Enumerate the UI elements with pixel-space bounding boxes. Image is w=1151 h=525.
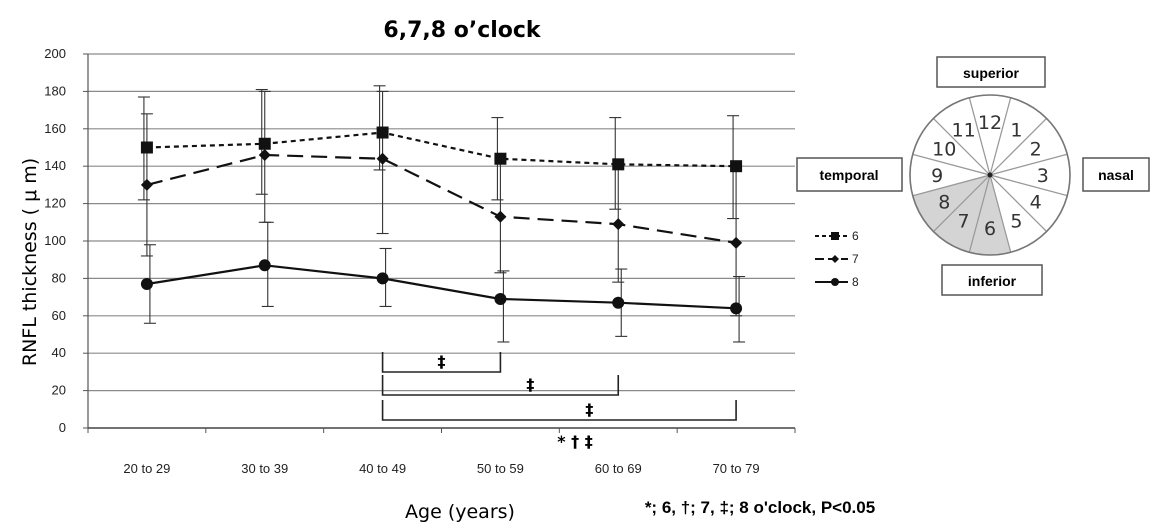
- y-tick-label: 180: [44, 83, 66, 98]
- clock-sectors: [909, 94, 1071, 256]
- significance-bracket-label: ‡: [526, 375, 534, 394]
- clock-number: 9: [931, 165, 943, 187]
- data-point: [612, 218, 625, 231]
- y-tick-label: 60: [52, 308, 66, 323]
- clock-number: 10: [932, 139, 956, 161]
- data-point: [612, 296, 625, 309]
- y-tick-label: 160: [44, 121, 66, 136]
- inferior-label: inferior: [968, 273, 1017, 289]
- chart-title: 6,7,8 o’clock: [383, 18, 542, 43]
- y-tick-label: 100: [44, 233, 66, 248]
- x-tick-label: 70 to 79: [713, 461, 760, 476]
- y-axis-label: RNFL thickness ( μ m): [19, 158, 41, 366]
- series-line-8: [146, 264, 737, 310]
- nasal-box: [1082, 157, 1150, 192]
- data-point: [376, 272, 389, 285]
- clock-number: 2: [1030, 139, 1042, 161]
- legend: 6 7 8: [815, 229, 859, 289]
- clock-number: 5: [1010, 211, 1022, 233]
- nasal-label: nasal: [1098, 167, 1134, 183]
- series-lines: [146, 131, 737, 310]
- x-tick-label: 60 to 69: [595, 461, 642, 476]
- y-ticks: 0 20 40 60 80 100 120 140 160 180 200: [44, 46, 66, 435]
- clock-outline: [909, 94, 1071, 256]
- footnote: *; 6, †; 7, ‡; 8 o'clock, P<0.05: [645, 498, 875, 517]
- clock-number: 11: [952, 119, 976, 141]
- clock-number: 8: [938, 191, 950, 213]
- significance-bracket-label: ‡: [438, 352, 446, 371]
- series-line-7: [146, 153, 737, 244]
- significance-bracket: [381, 375, 620, 396]
- x-tick-label: 20 to 29: [123, 461, 170, 476]
- clock-number: 3: [1037, 165, 1049, 187]
- clock-center: [987, 172, 993, 178]
- significance-bracket-label: ‡: [585, 400, 593, 419]
- x-tick-label: 30 to 39: [241, 461, 288, 476]
- superior-label: superior: [963, 65, 1020, 81]
- series-line-6: [146, 131, 737, 168]
- data-point: [494, 292, 507, 305]
- significance-brackets: ‡ ‡ ‡: [381, 352, 737, 421]
- y-tick-label: 0: [59, 420, 66, 435]
- x-tick-label: 40 to 49: [359, 461, 406, 476]
- clock-number: 1: [1010, 119, 1022, 141]
- series-markers: [140, 126, 743, 315]
- y-tick-label: 200: [44, 46, 66, 61]
- data-point: [258, 148, 271, 161]
- temporal-box: [796, 157, 903, 192]
- legend-label: 6: [852, 229, 859, 243]
- x-tick-label: 50 to 59: [477, 461, 524, 476]
- legend-label: 7: [852, 252, 859, 266]
- y-tick-label: 80: [52, 270, 66, 285]
- data-point: [376, 152, 389, 165]
- clock-number: 6: [984, 218, 996, 240]
- data-point: [730, 236, 743, 249]
- data-point: [494, 152, 507, 165]
- x-axis-label: Age (years): [405, 501, 515, 523]
- legend-marker: [831, 232, 839, 240]
- legend-marker: [831, 278, 839, 286]
- inferior-box: [941, 264, 1043, 296]
- clock-number: 12: [978, 112, 1002, 134]
- data-point: [730, 160, 743, 173]
- x-ticks: 20 to 29 30 to 39 40 to 49 50 to 59 60 to 69…: [87, 428, 796, 476]
- significance-bracket: [381, 352, 502, 373]
- significance-bracket: [381, 400, 737, 421]
- significance-marker: * † ‡: [557, 432, 593, 451]
- data-point: [258, 259, 271, 272]
- clock-number: 7: [958, 211, 970, 233]
- y-tick-label: 120: [44, 196, 66, 211]
- data-point: [140, 141, 153, 154]
- data-point: [140, 178, 153, 191]
- legend-marker: [831, 255, 839, 263]
- data-point: [258, 137, 271, 150]
- data-point: [612, 158, 625, 171]
- y-tick-label: 20: [52, 383, 66, 398]
- legend-label: 8: [852, 275, 859, 289]
- y-tick-label: 40: [52, 345, 66, 360]
- data-point: [730, 302, 743, 315]
- data-point: [376, 126, 389, 139]
- clock-number: 4: [1030, 191, 1042, 213]
- y-tick-label: 140: [44, 158, 66, 173]
- temporal-label: temporal: [819, 167, 878, 183]
- superior-box: [936, 56, 1046, 88]
- data-point: [494, 210, 507, 223]
- data-point: [140, 278, 153, 291]
